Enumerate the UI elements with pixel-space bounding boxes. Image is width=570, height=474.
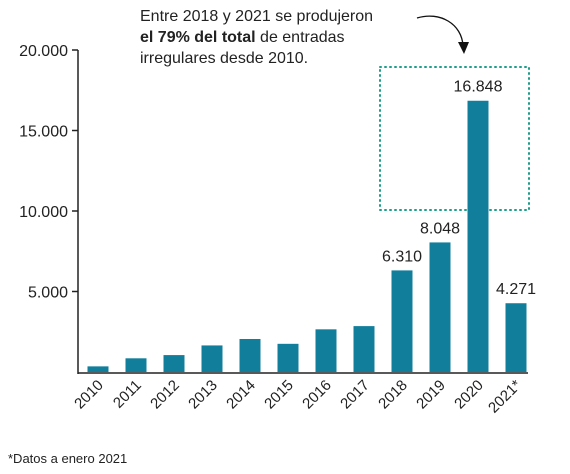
x-tick-label: 2013 <box>185 377 221 413</box>
data-label: 8.048 <box>420 220 460 237</box>
x-tick-label: 2014 <box>223 377 259 413</box>
y-tick-label: 20.000 <box>19 43 68 60</box>
bar <box>467 100 489 373</box>
x-tick-label: 2020 <box>451 377 487 413</box>
y-tick-label: 15.000 <box>19 124 68 141</box>
y-tick-label: 10.000 <box>19 204 68 221</box>
bar <box>429 242 451 372</box>
x-tick-label: 2015 <box>261 377 297 413</box>
bar <box>505 303 527 372</box>
annotation-bold-text: el 79% del total <box>140 29 256 46</box>
data-label: 6.310 <box>382 248 422 265</box>
x-tick-label: 2011 <box>110 377 145 412</box>
data-label: 16.848 <box>454 79 503 96</box>
annotation-line-3: irregulares desde 2010. <box>140 50 309 67</box>
x-tick-label: 2017 <box>337 377 373 413</box>
arrow-curve <box>416 15 464 47</box>
y-tick-label: 5.000 <box>28 285 68 302</box>
annotation-line-1: Entre 2018 y 2021 se produjeron <box>140 8 374 25</box>
x-tick-label: 2018 <box>375 377 411 413</box>
bar <box>125 358 147 372</box>
bar <box>353 326 375 372</box>
x-tick-label: 2016 <box>299 377 335 413</box>
bar <box>277 343 299 372</box>
highlight-box <box>379 66 530 211</box>
x-tick-label: 2021* <box>485 377 525 417</box>
annotation-line-2-rest: de entradas <box>255 29 345 46</box>
bar <box>201 345 223 372</box>
x-tick-label: 2019 <box>413 377 449 413</box>
footnote: *Datos a enero 2021 <box>8 451 128 466</box>
bar <box>239 338 261 372</box>
bar <box>163 355 185 372</box>
bar <box>391 270 413 372</box>
arrow-head <box>458 42 469 54</box>
x-tick-label: 2012 <box>147 377 183 413</box>
bar <box>87 366 109 372</box>
x-tick-label: 2010 <box>71 377 107 413</box>
bar <box>315 329 337 372</box>
data-label: 4.271 <box>496 281 536 298</box>
chart-annotation: Entre 2018 y 2021 se produjeron el 79% d… <box>140 6 430 69</box>
